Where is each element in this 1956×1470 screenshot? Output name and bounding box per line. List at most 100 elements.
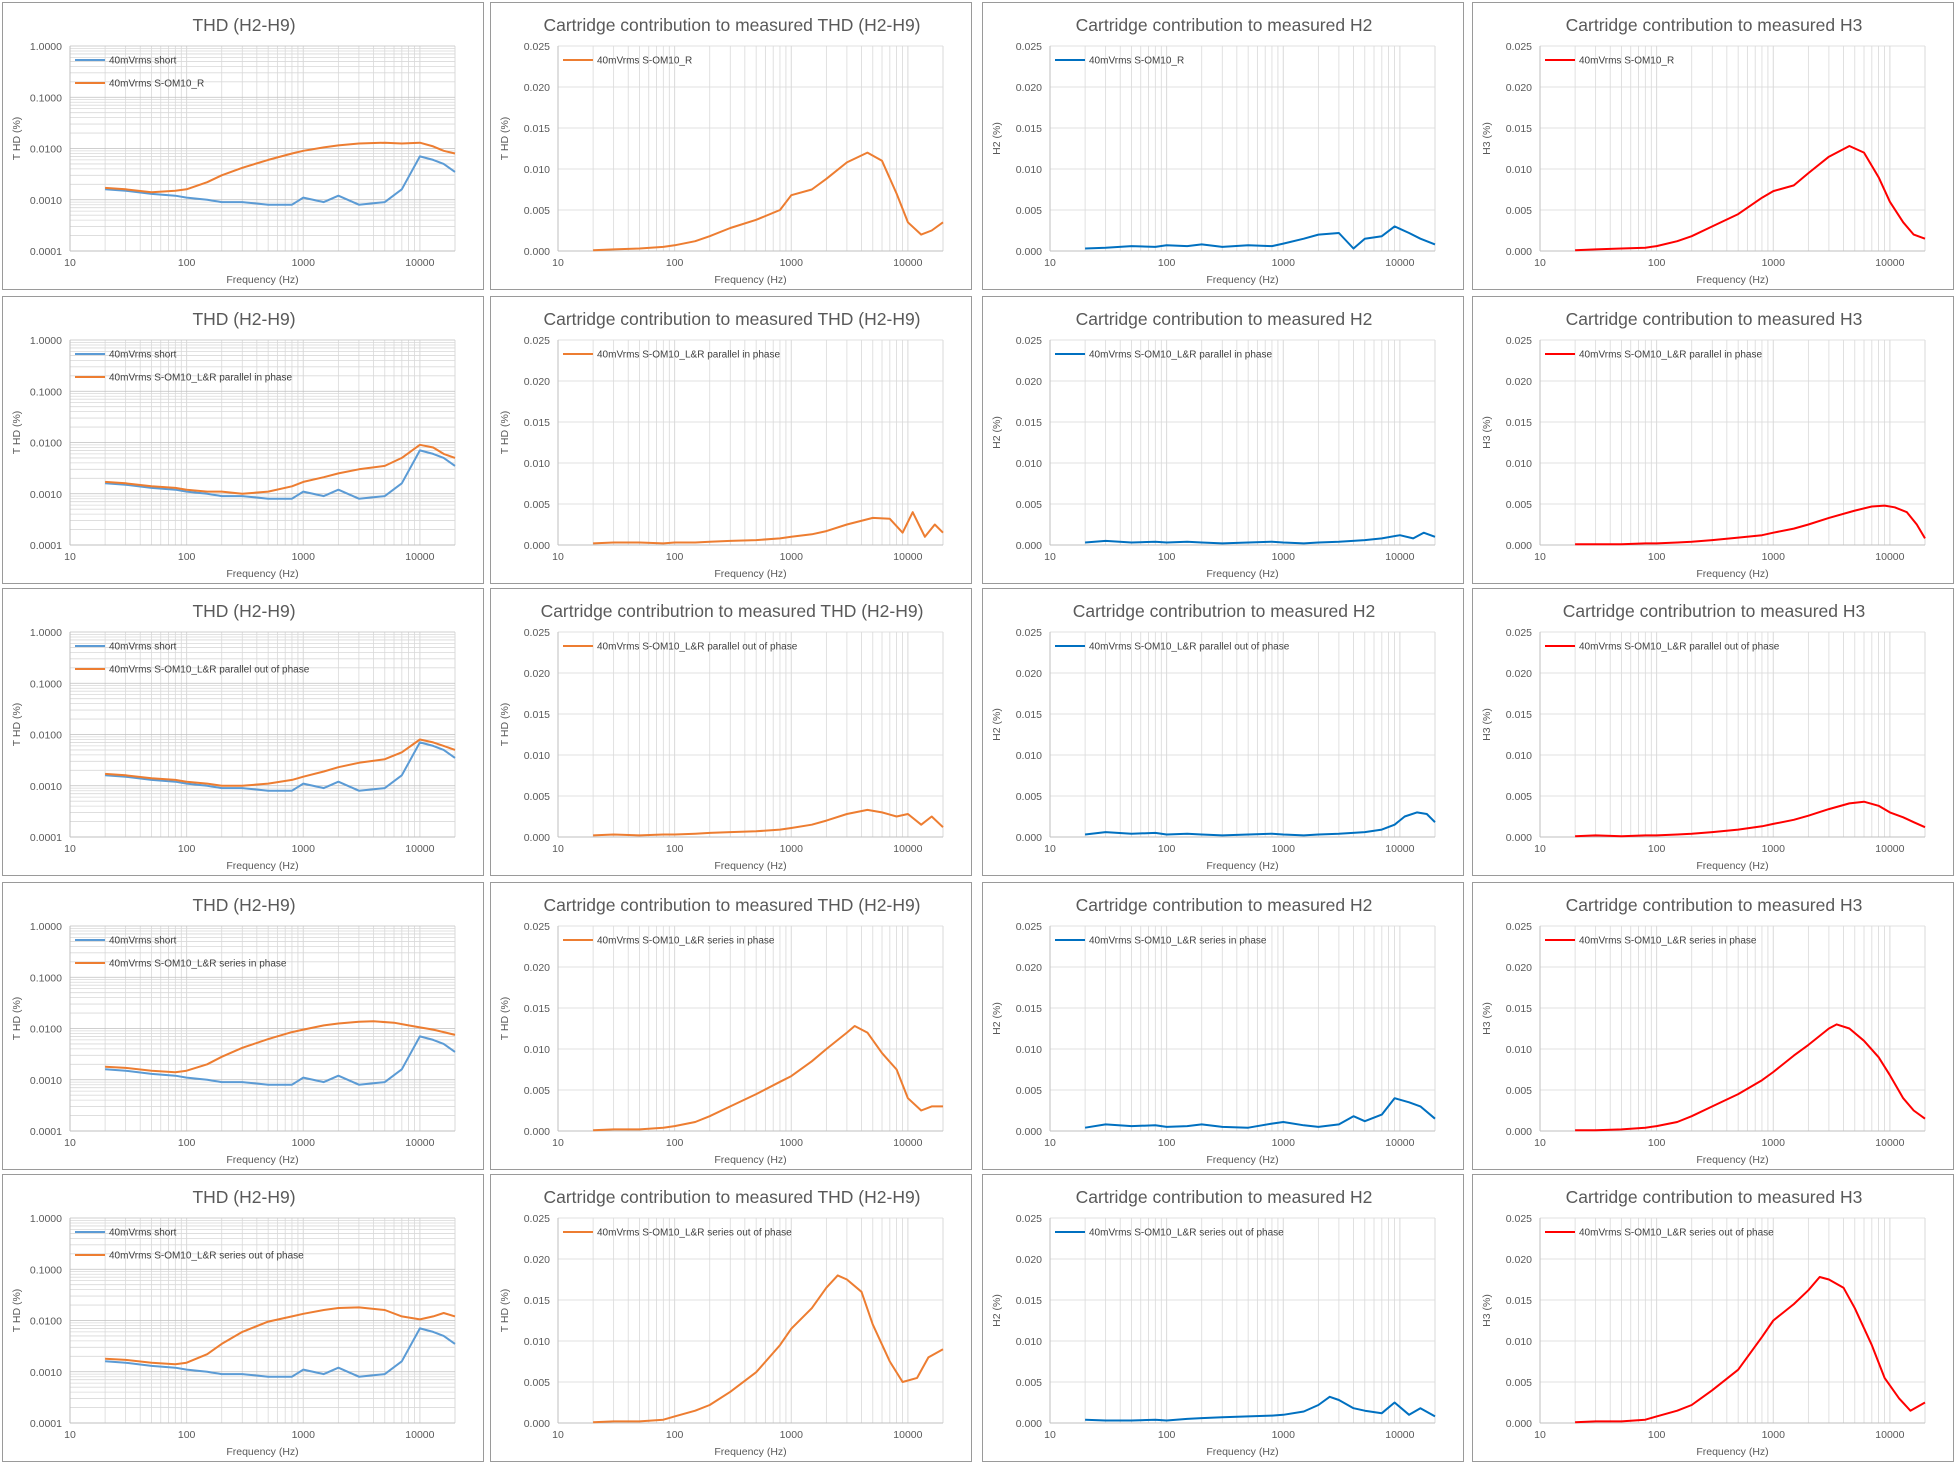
y-axis-label: T HD (%) bbox=[499, 117, 511, 161]
x-tick-label: 100 bbox=[1158, 551, 1176, 563]
y-tick-label: 0.025 bbox=[1016, 627, 1042, 639]
y-tick-label: 0.025 bbox=[524, 1213, 550, 1225]
y-tick-label: 0.000 bbox=[1506, 540, 1532, 552]
y-tick-label: 0.025 bbox=[1506, 1213, 1532, 1225]
x-axis-label: Frequency (Hz) bbox=[1696, 274, 1768, 286]
x-tick-label: 10000 bbox=[1875, 1429, 1904, 1441]
chart-panel-r1-c4: Cartridge contribution to measured H3 10 1… bbox=[1472, 2, 1954, 290]
y-tick-label: 0.020 bbox=[1506, 376, 1532, 388]
y-tick-label: 0.000 bbox=[524, 540, 550, 552]
x-axis-label: Frequency (Hz) bbox=[226, 860, 298, 872]
series-line-2 bbox=[105, 1020, 456, 1074]
x-tick-label: 10 bbox=[64, 551, 76, 563]
y-tick-label: 0.0001 bbox=[30, 1418, 62, 1430]
series-line-2 bbox=[105, 1306, 456, 1366]
legend-label: 40mVrms S-OM10_L&R parallel out of phase bbox=[109, 665, 310, 676]
y-tick-label: 0.005 bbox=[1506, 791, 1532, 803]
series-line-1 bbox=[105, 1327, 456, 1378]
x-tick-label: 100 bbox=[1158, 1137, 1176, 1149]
y-tick-label: 0.010 bbox=[524, 1044, 550, 1056]
legend-label: 40mVrms short bbox=[109, 1228, 177, 1239]
y-axis-label: H2 (%) bbox=[991, 1002, 1003, 1035]
chart-svg: Cartridge contribution to measured H2 10 1… bbox=[991, 15, 1436, 286]
series-line-1 bbox=[105, 449, 456, 500]
x-tick-label: 10 bbox=[552, 843, 564, 855]
x-tick-label: 10000 bbox=[1875, 1137, 1904, 1149]
y-tick-label: 1.0000 bbox=[30, 41, 62, 53]
chart-title: THD (H2-H9) bbox=[192, 309, 295, 329]
y-tick-label: 0.0100 bbox=[30, 1316, 62, 1328]
y-axis-label: T HD (%) bbox=[11, 703, 23, 747]
y-tick-label: 0.005 bbox=[524, 205, 550, 217]
x-tick-label: 10000 bbox=[893, 1137, 922, 1149]
y-tick-label: 0.010 bbox=[524, 164, 550, 176]
y-tick-label: 0.005 bbox=[524, 1085, 550, 1097]
y-tick-label: 0.020 bbox=[1506, 668, 1532, 680]
chart-panel-r2-c3: Cartridge contribution to measured H2 10 1… bbox=[982, 296, 1464, 584]
x-tick-label: 1000 bbox=[1272, 1137, 1296, 1149]
y-tick-label: 0.020 bbox=[1016, 82, 1042, 94]
x-axis-label: Frequency (Hz) bbox=[714, 568, 786, 580]
y-tick-label: 0.0100 bbox=[30, 730, 62, 742]
y-tick-label: 0.0001 bbox=[30, 1126, 62, 1138]
y-tick-label: 0.0010 bbox=[30, 781, 62, 793]
legend-label: 40mVrms short bbox=[109, 350, 177, 361]
x-axis-label: Frequency (Hz) bbox=[714, 1446, 786, 1458]
x-tick-label: 10 bbox=[1044, 551, 1056, 563]
x-tick-label: 10 bbox=[64, 257, 76, 269]
series-line-2 bbox=[105, 443, 456, 495]
x-tick-label: 1000 bbox=[780, 1137, 804, 1149]
x-tick-label: 1000 bbox=[292, 1429, 316, 1441]
x-tick-label: 100 bbox=[178, 257, 196, 269]
y-tick-label: 0.005 bbox=[1506, 1377, 1532, 1389]
series-line-1 bbox=[593, 1274, 944, 1424]
y-axis-label: T HD (%) bbox=[499, 411, 511, 455]
legend-label: 40mVrms S-OM10_L&R series out of phase bbox=[109, 1251, 304, 1262]
chart-title: THD (H2-H9) bbox=[192, 895, 295, 915]
y-tick-label: 0.015 bbox=[1506, 417, 1532, 429]
legend-label: 40mVrms S-OM10_L&R parallel in phase bbox=[109, 373, 292, 384]
chart-title: Cartridge contributrion to measured H3 bbox=[1563, 601, 1866, 621]
y-tick-label: 0.025 bbox=[1016, 335, 1042, 347]
x-tick-label: 10 bbox=[1044, 257, 1056, 269]
y-tick-label: 0.005 bbox=[1016, 1085, 1042, 1097]
chart-svg: Cartridge contribution to measured THD (… bbox=[499, 309, 944, 580]
chart-svg: Cartridge contribution to measured H3 10 1… bbox=[1481, 309, 1926, 580]
series-line-1 bbox=[1085, 531, 1436, 545]
chart-panel-r4-c2: Cartridge contribution to measured THD (… bbox=[490, 882, 972, 1170]
chart-svg: Cartridge contributrion to measured H3 10… bbox=[1481, 601, 1926, 872]
y-tick-label: 0.005 bbox=[1506, 499, 1532, 511]
x-tick-label: 1000 bbox=[1762, 843, 1786, 855]
x-tick-label: 100 bbox=[666, 257, 684, 269]
x-axis-label: Frequency (Hz) bbox=[1206, 568, 1278, 580]
legend-label: 40mVrms S-OM10_R bbox=[1579, 56, 1674, 67]
y-tick-label: 0.005 bbox=[1016, 205, 1042, 217]
y-tick-label: 0.015 bbox=[524, 1003, 550, 1015]
y-tick-label: 0.025 bbox=[524, 627, 550, 639]
y-tick-label: 0.000 bbox=[524, 832, 550, 844]
y-tick-label: 0.000 bbox=[1016, 246, 1042, 258]
x-tick-label: 1000 bbox=[292, 1137, 316, 1149]
chart-title: Cartridge contribution to measured THD (… bbox=[543, 1187, 920, 1207]
y-tick-label: 0.020 bbox=[524, 376, 550, 388]
y-tick-label: 0.025 bbox=[524, 921, 550, 933]
y-tick-label: 0.000 bbox=[1016, 832, 1042, 844]
x-axis-label: Frequency (Hz) bbox=[714, 274, 786, 286]
x-tick-label: 100 bbox=[666, 1429, 684, 1441]
legend-label: 40mVrms S-OM10_R bbox=[597, 56, 692, 67]
y-tick-label: 0.005 bbox=[1016, 499, 1042, 511]
y-tick-label: 0.025 bbox=[1506, 921, 1532, 933]
chart-title: THD (H2-H9) bbox=[192, 1187, 295, 1207]
chart-svg: Cartridge contribution to measured H2 10 1… bbox=[991, 895, 1436, 1166]
x-axis-label: Frequency (Hz) bbox=[226, 1154, 298, 1166]
series-line-1 bbox=[593, 1025, 943, 1132]
y-tick-label: 0.005 bbox=[524, 1377, 550, 1389]
y-tick-label: 0.020 bbox=[1016, 376, 1042, 388]
y-tick-label: 0.010 bbox=[1016, 458, 1042, 470]
series-line-1 bbox=[593, 511, 944, 545]
legend-label: 40mVrms S-OM10_L&R parallel in phase bbox=[597, 350, 780, 361]
y-tick-label: 0.0010 bbox=[30, 195, 62, 207]
chart-panel-r1-c1: THD (H2-H9) 10 100 1000 10000 0.0001 0.0010 0.0… bbox=[2, 2, 484, 290]
legend-label: 40mVrms S-OM10_L&R series out of phase bbox=[1089, 1228, 1284, 1239]
series-line-1 bbox=[1575, 1023, 1926, 1132]
